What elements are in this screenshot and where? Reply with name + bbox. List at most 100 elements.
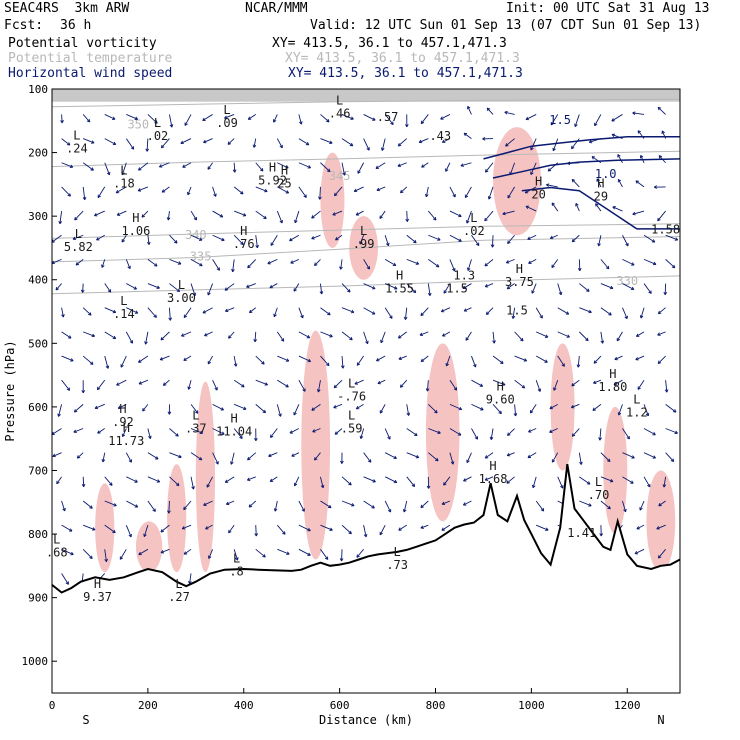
wind-vector <box>428 428 441 435</box>
wind-vector <box>595 203 602 212</box>
wind-vector <box>312 428 321 433</box>
field-pv-xy: XY= 413.5, 36.1 to 457.1,471.3 <box>272 36 507 51</box>
wind-vector <box>320 476 325 489</box>
wind-vector <box>96 379 106 391</box>
field-theta-name: Potential temperature <box>8 51 173 66</box>
wind-vector <box>225 500 235 506</box>
wind-vector <box>592 403 602 411</box>
wind-vector <box>212 380 218 391</box>
wind-vector <box>525 205 537 212</box>
wind-vector <box>428 404 438 414</box>
wind-vector <box>449 210 462 218</box>
wind-vector <box>73 428 84 433</box>
theta-label: 350 <box>127 117 149 131</box>
wind-vector <box>466 452 472 464</box>
wind-vector <box>183 355 192 361</box>
wind-vector <box>442 331 451 337</box>
wind-vector <box>190 234 203 241</box>
wind-vector <box>184 114 192 126</box>
wind-vector <box>169 258 182 265</box>
wind-vector <box>400 186 408 194</box>
pv-value-label: 11.73 <box>108 434 144 448</box>
pv-extremum-letter: L <box>75 227 82 241</box>
wind-vector <box>169 452 182 459</box>
wind-vector <box>289 234 300 242</box>
wind-speed-contours <box>483 135 681 230</box>
wind-vector <box>101 452 106 463</box>
pv-extremum-letter: H <box>132 211 139 225</box>
y-tick-label: 1000 <box>22 655 49 668</box>
wind-vector <box>233 355 238 367</box>
x-tick-label: 800 <box>426 699 446 712</box>
wind-vector <box>356 355 364 366</box>
pv-value-label: .24 <box>66 142 88 156</box>
wind-vector <box>449 259 456 272</box>
wind-vector <box>125 259 131 270</box>
wind-vector <box>72 234 84 241</box>
wind-vector <box>384 259 397 267</box>
y-axis-title: Pressure (hPa) <box>3 340 17 441</box>
wind-vector <box>598 428 602 441</box>
wind-speed-contour <box>483 135 680 160</box>
pv-value-label: 1.41 <box>567 526 596 540</box>
wind-vector <box>384 235 390 247</box>
wind-vector <box>403 307 408 320</box>
wind-vector <box>546 183 558 188</box>
wind-vector <box>632 111 645 116</box>
wind-vector <box>484 210 494 222</box>
wind-vector <box>188 573 192 585</box>
wind-vector <box>293 476 300 487</box>
wind-vector <box>298 379 306 392</box>
wind-vector <box>73 404 84 413</box>
wind-vector <box>593 355 602 364</box>
pv-extremum-letter: H <box>269 160 276 174</box>
wind-vector <box>424 186 429 198</box>
wind-vector <box>104 162 111 176</box>
wind-vector <box>233 379 245 388</box>
wind-vector <box>643 476 651 488</box>
wind-vector <box>613 379 623 386</box>
wind-vector <box>570 403 580 409</box>
pv-value-label: .09 <box>216 116 238 130</box>
wind-vector <box>232 162 237 173</box>
wind-vector <box>505 258 515 264</box>
pv-extremum-letter: L <box>73 129 80 143</box>
wind-vector <box>440 307 451 313</box>
wind-vector <box>398 355 407 360</box>
wind-vector <box>208 549 214 559</box>
wind-vector <box>552 138 559 152</box>
pv-fill-region <box>95 483 115 573</box>
wind-vector <box>277 355 290 362</box>
wind-vector <box>363 259 370 270</box>
wind-vector <box>320 500 332 509</box>
field-wind-xy: XY= 413.5, 36.1 to 457.1,471.3 <box>288 66 523 81</box>
pv-value-label: 1.80 <box>598 380 627 394</box>
wind-vector <box>212 403 224 411</box>
wind-vector <box>471 428 478 440</box>
wind-vector <box>549 428 558 433</box>
wind-vector <box>463 476 472 482</box>
wind-vector <box>246 283 256 289</box>
theta-isentropes: 350 345 340 335 330 <box>51 98 681 295</box>
wind-vector <box>363 138 370 151</box>
wind-vector <box>471 355 477 368</box>
wind-vector <box>293 283 300 292</box>
wind-vector <box>340 355 345 369</box>
theta-isentrope <box>51 98 681 108</box>
wind-vector <box>600 500 611 510</box>
wind-vector <box>159 355 170 361</box>
wind-vector <box>579 476 591 485</box>
wind-vector <box>318 186 322 200</box>
below-ground-mask <box>52 464 680 693</box>
wind-vector <box>622 283 635 291</box>
wind-vector <box>206 476 213 488</box>
y-tick-label: 600 <box>28 401 48 414</box>
wind-vector <box>138 548 149 556</box>
wind-vector <box>339 549 344 562</box>
wind-vector <box>277 186 290 194</box>
wind-vector <box>551 259 559 269</box>
wind-vector <box>643 258 657 266</box>
wind-vector <box>82 162 94 171</box>
wind-vector <box>665 234 679 241</box>
